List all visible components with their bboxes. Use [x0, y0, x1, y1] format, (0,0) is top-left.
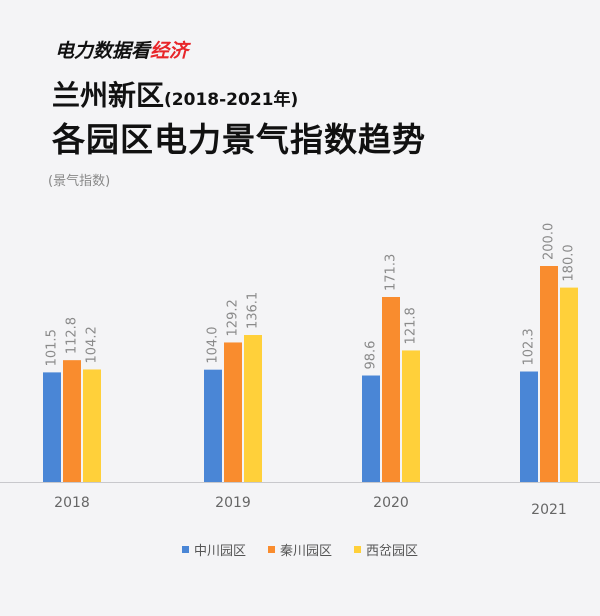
data-label: 104.2: [85, 326, 100, 363]
title-main: 兰州新区: [52, 79, 165, 112]
legend-item: 秦川园区: [267, 540, 332, 559]
legend-swatch: [354, 546, 361, 553]
legend-swatch: [267, 546, 275, 553]
legend-swatch: [181, 546, 189, 553]
data-label: 200.0: [542, 223, 557, 260]
legend-label: 秦川园区: [279, 544, 332, 559]
data-label: 104.0: [206, 326, 221, 363]
brand-accent: 经济: [150, 40, 189, 62]
legend-item: 西岔园区: [354, 540, 418, 559]
chart-subtitle: 各园区电力景气指数趋势: [52, 120, 426, 159]
data-label: 112.8: [65, 317, 80, 354]
unit-label: (景气指数): [48, 174, 111, 189]
x-tick-label: 2021: [531, 502, 567, 518]
bar: [362, 375, 380, 482]
data-label: 121.8: [404, 307, 419, 344]
legend-label: 西岔园区: [366, 544, 419, 559]
chart-legend: 中川园区 秦川园区 西岔园区: [0, 540, 600, 559]
x-tick-label: 2019: [215, 495, 251, 511]
bar: [244, 335, 262, 482]
data-label: 102.3: [522, 328, 537, 365]
legend-item: 中川园区: [181, 540, 246, 559]
brand-prefix: 电力数据看: [55, 40, 151, 62]
bar: [540, 266, 558, 482]
legend-label: 中川园区: [193, 544, 246, 559]
data-label: 101.5: [45, 329, 60, 366]
bar: [224, 342, 242, 482]
bar: [83, 369, 101, 482]
bar: [43, 372, 61, 482]
title-years: (2018-2021年): [164, 90, 299, 110]
bar: [560, 287, 578, 482]
data-label: 98.6: [364, 341, 379, 370]
x-tick-label: 2020: [373, 495, 409, 511]
bar: [402, 350, 420, 482]
bar-chart: 101.5 112.8 104.2 2018 104.0 129.2 136.1 2019 98…: [0, 223, 600, 518]
x-tick-label: 2018: [54, 495, 90, 511]
data-label: 180.0: [562, 244, 577, 281]
page-title: 兰州新区(2018-2021年): [52, 74, 298, 114]
data-label: 129.2: [226, 299, 241, 336]
data-label: 136.1: [246, 292, 261, 329]
brand-logo: 电力数据看经济: [55, 36, 188, 63]
data-label: 171.3: [384, 254, 399, 291]
bar: [382, 296, 400, 482]
bar: [520, 371, 538, 482]
bar: [63, 360, 81, 482]
bar: [204, 369, 222, 482]
